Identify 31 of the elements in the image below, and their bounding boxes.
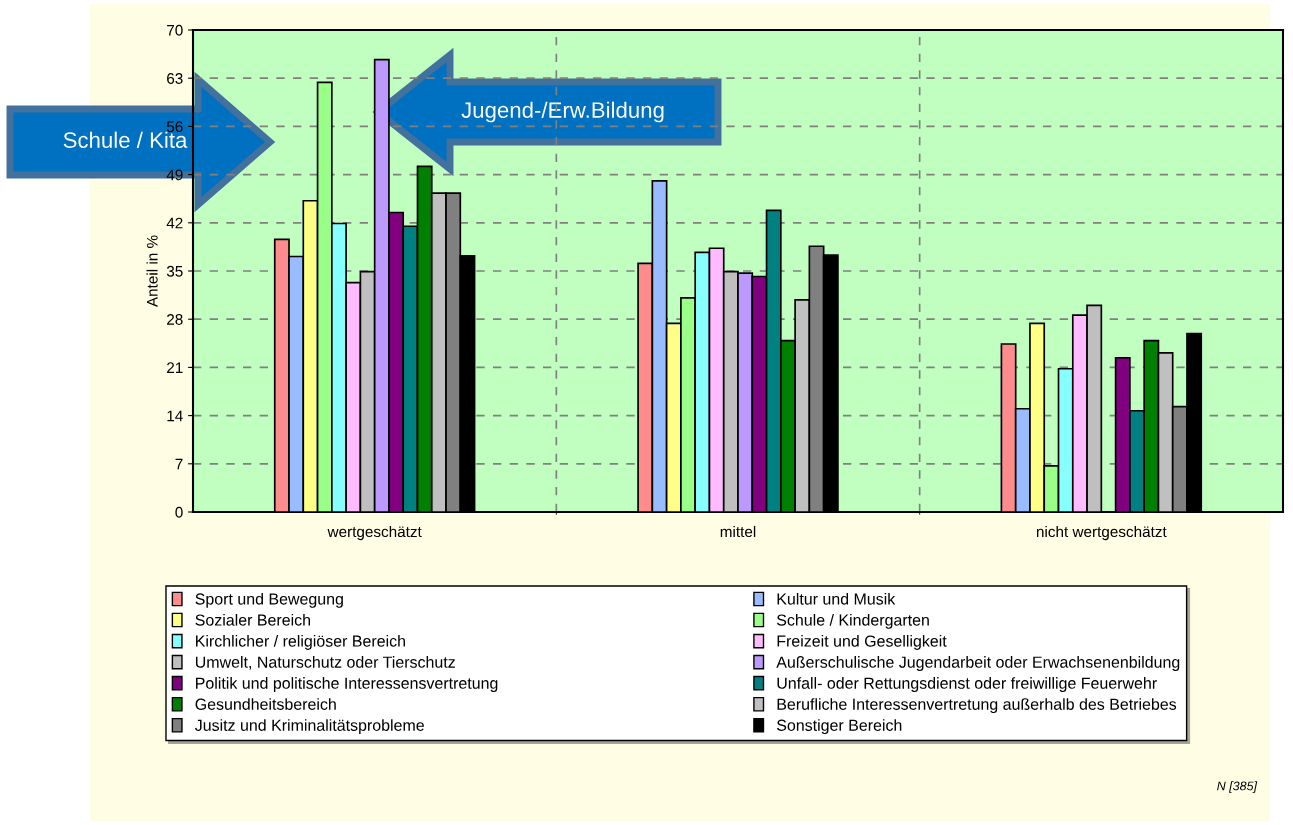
legend-label: Schule / Kindergarten (777, 613, 929, 629)
y-tick-label: 63 (167, 73, 183, 84)
x-tick-label: wertgeschätzt (327, 525, 422, 541)
y-tick-label: 42 (166, 217, 183, 229)
legend-label: Sozialer Bereich (195, 613, 310, 626)
legend-label: Berufliche Interessenvertretung außerhalb des Betriebes (777, 698, 1177, 714)
text: N [385] (1217, 781, 1258, 793)
legend-label: Sonstiger Bereich (777, 719, 902, 735)
y-tick-label: 49 (166, 169, 183, 181)
legend-label: Außerschulische Jugendarbeit oder Erwachsenenbildung (776, 656, 1180, 671)
legend-label: Jusitz und Kriminalitätsprobleme (194, 719, 424, 735)
x-tick-label: mittel (720, 525, 756, 538)
text: Schule / Kita (63, 131, 188, 148)
y-tick-label: 14 (167, 410, 183, 422)
legend-label: Sport und Bewegung (195, 592, 343, 608)
legend-label: Freizeit und Geselligkeit (777, 635, 947, 650)
y-tick-label: 70 (167, 24, 183, 36)
y-tick-label: 7 (175, 458, 183, 470)
legend-label: Kultur und Musik (777, 592, 896, 605)
y-axis-title: Anteil in % (146, 235, 158, 308)
y-tick-label: 35 (166, 265, 183, 277)
legend-label: Politik und politische Interessensvertretung (196, 677, 498, 692)
legend-label: Gesundheitsbereich (195, 698, 336, 710)
annotation: Jugend-/Erw.Bildung (461, 101, 664, 123)
x-tick-label: nicht wertgeschätzt (1036, 525, 1167, 541)
legend-label: Unfall- oder Rettungsdienst oder freiwillige Feuerwehr (777, 677, 1157, 692)
legend-label: Umwelt, Naturschutz oder Tierschutz (195, 656, 455, 670)
y-tick-label: 28 (167, 314, 183, 325)
y-tick-label: 0 (175, 506, 183, 518)
legend-label: Kirchlicher / religiöser Bereich (196, 635, 405, 650)
y-tick-label: 21 (167, 362, 183, 373)
